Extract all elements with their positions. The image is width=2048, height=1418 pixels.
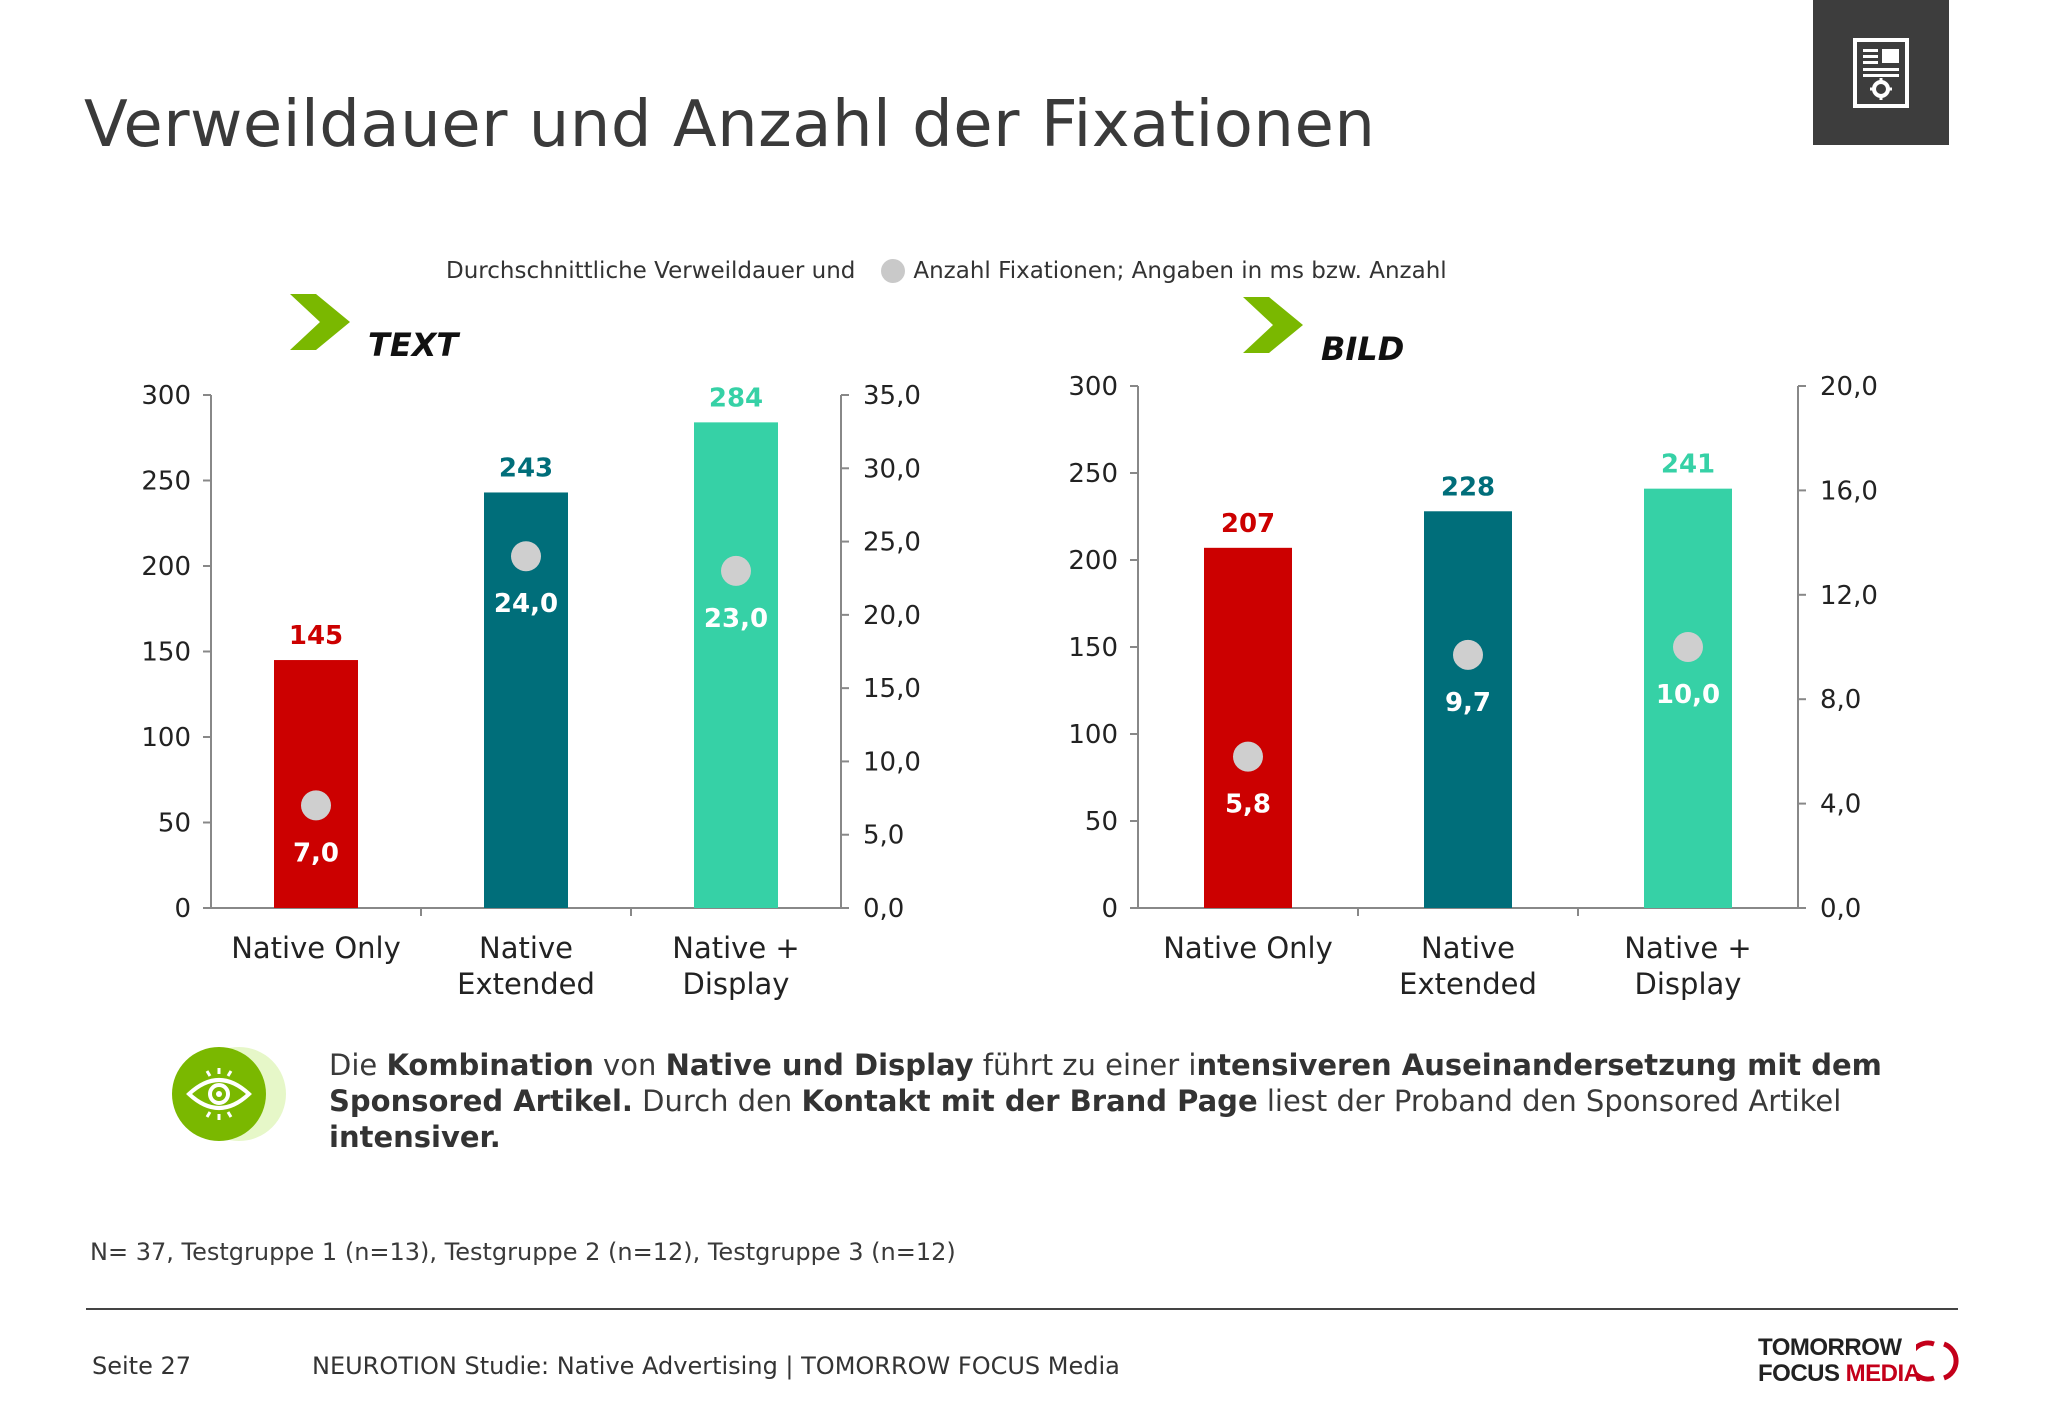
fixation-value-label: 9,7	[1445, 688, 1491, 718]
fixation-value-label: 7,0	[293, 838, 339, 868]
tomorrow-focus-media-logo: TOMORROW FOCUS MEDIA	[1758, 1330, 1968, 1390]
y-tick-label: 300	[141, 381, 191, 411]
y-tick-label: 0	[1101, 894, 1118, 924]
bar-value-label: 243	[499, 453, 553, 483]
callout-text: Die Kombination von Native und Display f…	[329, 1047, 1989, 1155]
y2-tick-label: 8,0	[1820, 685, 1861, 715]
y2-tick-label: 16,0	[1820, 476, 1878, 506]
sample-note: N= 37, Testgruppe 1 (n=13), Testgruppe 2…	[90, 1238, 956, 1266]
y-tick-label: 0	[174, 894, 191, 924]
fixation-value-label: 10,0	[1656, 680, 1720, 710]
y2-tick-label: 5,0	[863, 821, 904, 851]
y2-tick-label: 15,0	[863, 674, 921, 704]
footer-text: NEUROTION Studie: Native Advertising | T…	[312, 1352, 1120, 1380]
fixation-point	[511, 541, 541, 572]
y2-tick-label: 0,0	[1820, 894, 1861, 924]
bar	[694, 422, 778, 908]
chevron-right-icon	[1243, 297, 1303, 353]
fixation-point	[1673, 632, 1703, 662]
fixation-value-label: 23,0	[704, 604, 768, 634]
y2-tick-label: 30,0	[863, 454, 921, 484]
y-tick-label: 50	[1085, 807, 1118, 837]
chevron-right-icon	[290, 294, 350, 350]
y-tick-label: 250	[141, 467, 191, 497]
callout-b2: Native und Display	[665, 1048, 974, 1082]
bar-value-label: 228	[1441, 472, 1495, 502]
callout-t2: von	[593, 1048, 666, 1082]
y-tick-label: 100	[1068, 720, 1118, 750]
bar	[274, 660, 358, 908]
y-tick-label: 200	[141, 552, 191, 582]
document-settings-icon	[1853, 37, 1909, 108]
y-tick-label: 150	[1068, 633, 1118, 663]
callout-b5: intensiver.	[329, 1120, 501, 1154]
x-category-label: Extended	[457, 967, 595, 1001]
fixation-point	[1453, 639, 1483, 670]
y2-tick-label: 25,0	[863, 528, 921, 558]
chart-subtitle: Durchschnittliche Verweildauer und Anzah…	[446, 258, 1447, 284]
x-category-label: Native	[479, 931, 573, 965]
y-tick-label: 200	[1068, 546, 1118, 576]
bar-value-label: 284	[709, 383, 763, 413]
y-tick-label: 300	[1068, 372, 1118, 402]
y2-tick-label: 10,0	[863, 747, 921, 777]
x-category-label: Native +	[672, 931, 799, 965]
x-category-label: Display	[1635, 967, 1742, 1001]
fixation-value-label: 5,8	[1225, 790, 1271, 820]
chart-section-label: TEXT	[368, 326, 460, 364]
logo-media: MEDIA	[1845, 1360, 1921, 1387]
y2-tick-label: 12,0	[1820, 581, 1878, 611]
callout-t3: führt zu einer i	[973, 1048, 1197, 1082]
logo-line2: FOCUS MEDIA	[1758, 1360, 1921, 1388]
bar	[1644, 488, 1732, 908]
fixation-point	[721, 555, 751, 586]
y-tick-label: 250	[1068, 459, 1118, 489]
bar	[1424, 511, 1512, 908]
subtitle-part2: Anzahl Fixationen; Angaben in ms bzw. An…	[913, 258, 1447, 284]
x-category-label: Native	[1421, 931, 1515, 965]
page-number: Seite 27	[92, 1352, 192, 1380]
callout-b4: Kontakt mit der Brand Page	[801, 1084, 1258, 1118]
callout-t1: Die	[329, 1048, 387, 1082]
subtitle-part1: Durchschnittliche Verweildauer und	[446, 258, 856, 284]
x-category-label: Extended	[1399, 967, 1537, 1001]
page-title: Verweildauer und Anzahl der Fixationen	[84, 88, 1376, 162]
fixation-value-label: 24,0	[494, 589, 558, 619]
eye-icon	[172, 1047, 286, 1141]
fixation-point	[1233, 741, 1263, 772]
y2-tick-label: 20,0	[1820, 372, 1878, 402]
bar-value-label: 145	[289, 621, 343, 651]
x-category-label: Native Only	[1163, 931, 1333, 965]
x-category-label: Native Only	[231, 931, 401, 965]
x-category-label: Display	[683, 967, 790, 1001]
y2-tick-label: 35,0	[863, 381, 921, 411]
callout-b3: ntensiveren Auseinandersetzung mit dem S…	[329, 1048, 1882, 1118]
bar-value-label: 207	[1221, 509, 1275, 539]
fixation-dot-legend-icon	[881, 259, 906, 283]
chart-section-label: BILD	[1321, 330, 1404, 368]
logo-line1: TOMORROW	[1758, 1334, 1902, 1361]
fixation-point	[301, 790, 331, 821]
y-tick-label: 100	[141, 723, 191, 753]
logo-mark-icon	[1916, 1340, 1959, 1382]
callout-t5: liest der Proband den Sponsored Artikel	[1257, 1084, 1842, 1118]
x-category-label: Native +	[1624, 931, 1751, 965]
bar	[1204, 547, 1292, 908]
y-tick-label: 50	[158, 809, 191, 839]
corner-badge	[1813, 0, 1949, 145]
charts-svg: TEXT 0 50 100 150 200 250 300 0,0 5,0 10,0 15,0 20,0…	[141, 294, 1878, 1001]
y-tick-label: 150	[141, 638, 191, 668]
y2-tick-label: 0,0	[863, 894, 904, 924]
callout-t4: Durch den	[632, 1084, 802, 1118]
y2-tick-label: 20,0	[863, 601, 921, 631]
footer-divider	[86, 1308, 1958, 1310]
logo-focus: FOCUS	[1758, 1360, 1840, 1387]
callout-b1: Kombination	[386, 1048, 594, 1082]
bar-value-label: 241	[1661, 450, 1715, 480]
y2-tick-label: 4,0	[1820, 790, 1861, 820]
